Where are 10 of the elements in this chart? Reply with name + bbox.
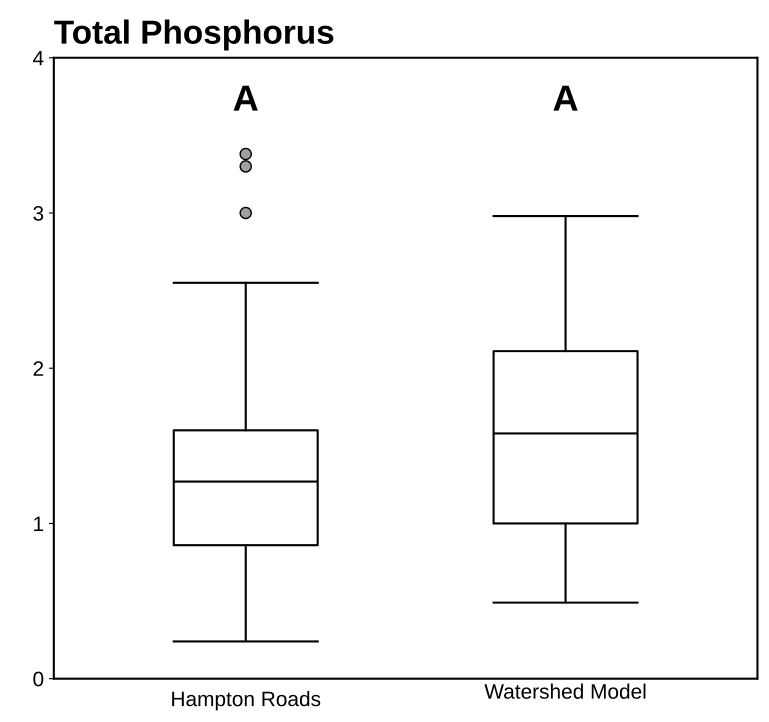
x-tick-label: Hampton Roads — [172, 690, 320, 710]
chart-title: Total Phosphorus — [54, 19, 334, 51]
annotation: A — [553, 86, 578, 111]
y-tick-label: 0 — [33, 672, 44, 686]
y-tick-label: 2 — [34, 361, 44, 376]
y-tick-label: 1 — [34, 516, 44, 531]
y-tick-label: 3 — [33, 206, 44, 221]
y-tick-label: 4 — [33, 50, 44, 66]
annotation: A — [234, 86, 258, 111]
x-tick-label: Watershed Model — [484, 684, 646, 699]
